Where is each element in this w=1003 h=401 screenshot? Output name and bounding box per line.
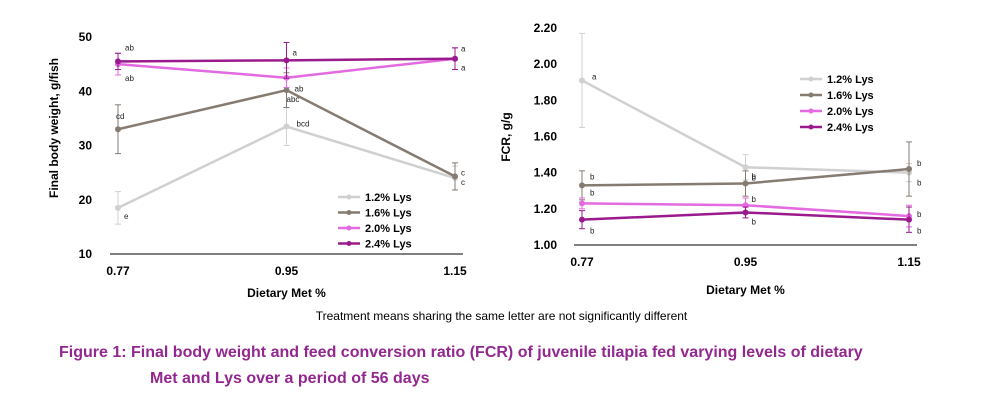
fcr-data-point xyxy=(579,77,585,84)
weight-legend-marker xyxy=(346,194,352,200)
weight-legend-marker xyxy=(346,241,352,246)
fcr-significance-label: b xyxy=(752,217,757,226)
weight-y-tick-label: 40 xyxy=(79,84,93,98)
weight-significance-label: a xyxy=(293,48,298,57)
weight-data-point xyxy=(452,173,458,180)
weight-y-tick-label: 10 xyxy=(79,247,93,261)
fcr-legend-marker xyxy=(808,92,814,98)
weight-significance-label: cd xyxy=(116,112,124,121)
weight-legend-marker xyxy=(346,210,352,215)
weight-significance-label: ab xyxy=(125,74,134,83)
fcr-significance-label: b xyxy=(917,227,922,236)
weight-y-tick-label: 20 xyxy=(79,193,93,207)
weight-x-tick-label: 0.77 xyxy=(106,264,130,278)
weight-legend-marker xyxy=(346,225,352,231)
significance-note: Treatment means sharing the same letter … xyxy=(315,309,688,323)
fcr-y-tick-label: 2.00 xyxy=(534,57,558,71)
fcr-data-point xyxy=(579,182,585,189)
fcr-legend-marker xyxy=(808,124,814,130)
weight-data-point xyxy=(452,55,458,62)
weight-significance-label: c xyxy=(461,168,465,177)
fcr-legend-label: 2.4% Lys xyxy=(827,122,874,134)
weight-data-point xyxy=(283,87,290,94)
fcr-data-point xyxy=(742,164,749,171)
weight-legend-label: 1.6% Lys xyxy=(365,208,412,220)
weight-significance-label: a xyxy=(461,64,466,73)
fcr-data-point xyxy=(742,180,749,187)
fcr-x-tick-label: 0.95 xyxy=(734,255,758,269)
fcr-y-tick-label: 1.00 xyxy=(534,238,558,252)
fcr-significance-label: b xyxy=(590,188,595,197)
weight-legend-label: 2.4% Lys xyxy=(365,239,412,251)
weight-y-tick-label: 30 xyxy=(79,139,93,153)
weight-legend-label: 1.2% Lys xyxy=(365,192,412,204)
fcr-significance-label: b xyxy=(752,174,757,183)
fcr-y-tick-label: 1.60 xyxy=(534,130,558,144)
figure-caption-line-2: Met and Lys over a period of 56 days xyxy=(150,370,430,387)
fcr-data-point xyxy=(906,216,912,223)
weight-x-tick-label: 1.15 xyxy=(443,264,467,278)
weight-significance-label: e xyxy=(124,212,129,221)
weight-data-point xyxy=(283,123,290,130)
weight-data-point xyxy=(115,204,121,211)
weight-data-point xyxy=(283,57,290,64)
fcr-x-tick-label: 0.77 xyxy=(570,255,594,269)
fcr-legend-marker xyxy=(808,108,814,114)
weight-x-axis-title: Dietary Met % xyxy=(247,286,326,300)
fcr-x-axis-title: Dietary Met % xyxy=(706,283,785,297)
fcr-legend-label: 2.0% Lys xyxy=(827,106,874,118)
weight-significance-label: ab xyxy=(125,43,134,52)
weight-y-tick-label: 50 xyxy=(79,30,93,44)
fcr-legend-label: 1.2% Lys xyxy=(827,74,874,86)
fcr-significance-label: b xyxy=(752,195,757,204)
weight-significance-label: a xyxy=(461,45,466,54)
fcr-data-point xyxy=(906,166,912,173)
fcr-data-point xyxy=(579,216,585,223)
fcr-significance-label: b xyxy=(590,227,595,236)
weight-data-point xyxy=(115,58,121,65)
fcr-significance-label: b xyxy=(917,159,922,168)
fcr-significance-label: b xyxy=(590,172,595,181)
weight-significance-label: c xyxy=(461,178,465,187)
fcr-significance-label: a xyxy=(592,72,597,81)
fcr-significance-label: b xyxy=(917,179,922,188)
weight-legend-label: 2.0% Lys xyxy=(365,223,412,235)
weight-y-axis-title: Final body weight, g/fish xyxy=(47,58,61,198)
fcr-y-tick-label: 1.40 xyxy=(534,166,558,180)
weight-significance-label: ab xyxy=(295,85,304,94)
fcr-significance-label: b xyxy=(752,172,757,181)
figure-caption-line-1: Figure 1: Final body weight and feed con… xyxy=(59,344,863,361)
fcr-y-axis-title: FCR, g/g xyxy=(499,112,513,161)
fcr-x-tick-label: 1.15 xyxy=(897,255,921,269)
fcr-significance-label: b xyxy=(917,210,922,219)
fcr-y-tick-label: 1.80 xyxy=(534,93,558,107)
fcr-y-tick-label: 1.20 xyxy=(534,202,558,216)
fcr-data-point xyxy=(579,200,585,207)
fcr-legend-label: 1.6% Lys xyxy=(827,90,874,102)
weight-significance-label: abc xyxy=(287,95,300,104)
weight-significance-label: bcd xyxy=(297,120,310,129)
weight-data-point xyxy=(115,126,121,133)
fcr-data-point xyxy=(742,209,749,216)
fcr-y-tick-label: 2.20 xyxy=(534,21,558,35)
fcr-legend-marker xyxy=(808,76,814,82)
weight-x-tick-label: 0.95 xyxy=(275,264,299,278)
